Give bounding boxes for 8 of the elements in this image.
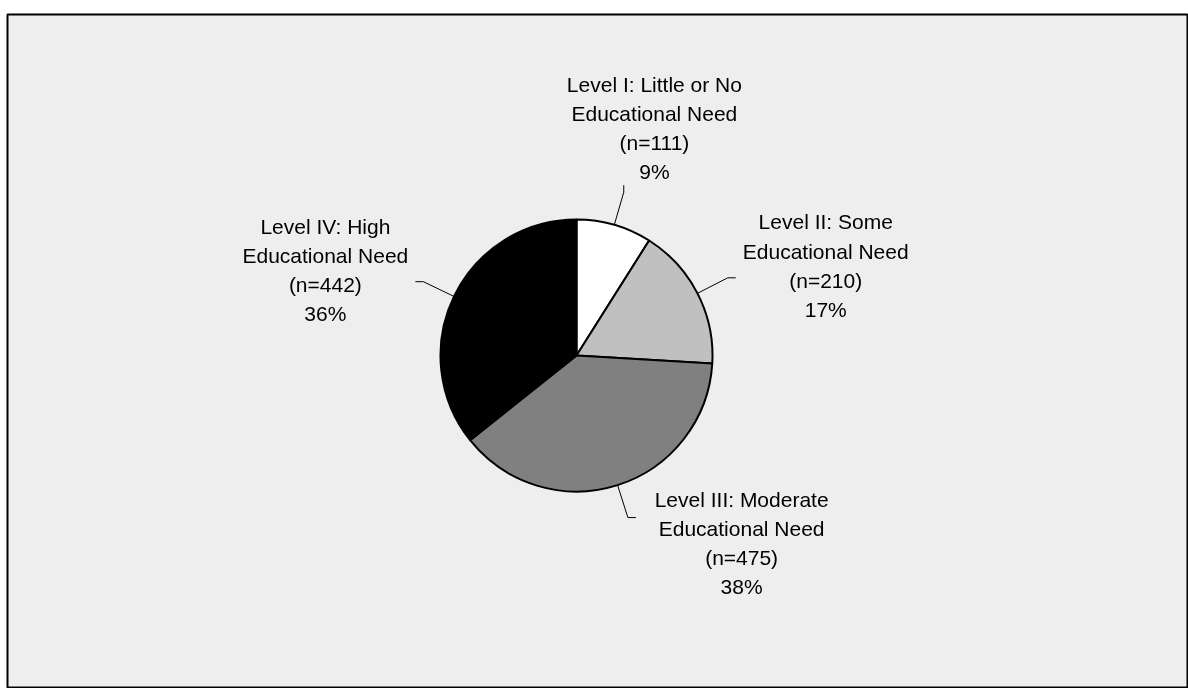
data-label: (n=210) 17%	[789, 268, 863, 321]
data-label: (n=111) 9%	[619, 130, 690, 184]
slice-label: Level II: Some Educational Need	[742, 210, 909, 263]
data-label: (n=475) 38%	[705, 546, 779, 599]
slice-label: Level I: Little or No Educational Need	[566, 72, 742, 125]
slice-label: Level III: Moderate Educational Need	[654, 487, 829, 540]
data-label: (n=442) 36%	[288, 273, 362, 326]
slice-label: Level IV: High Educational Need	[242, 214, 409, 267]
